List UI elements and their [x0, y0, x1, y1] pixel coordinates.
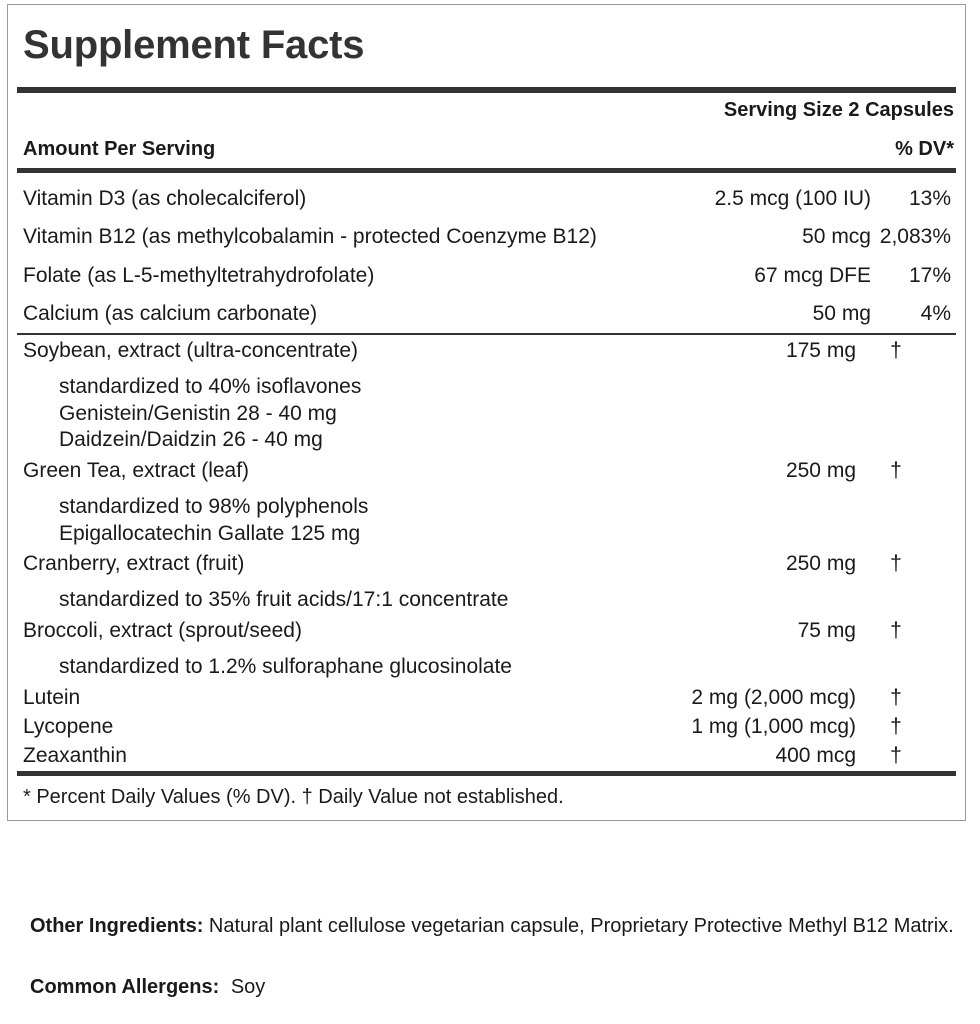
nutrient-row: Soybean, extract (ultra-concentrate) 175 …: [17, 337, 956, 366]
nutrient-name: Zeaxanthin: [23, 744, 127, 768]
nutrient-subline: Genistein/Genistin 28 - 40 mg: [59, 401, 337, 425]
nutrient-name: Broccoli, extract (sprout/seed): [23, 618, 302, 642]
nutrient-name: Calcium (as calcium carbonate): [23, 301, 318, 325]
other-ingredients-text: Natural plant cellulose vegetarian capsu…: [208, 915, 954, 937]
daily-value-dagger: †: [890, 744, 902, 768]
nutrient-name: Lutein: [23, 685, 81, 709]
nutrient-daily-value: 2,083%: [879, 225, 951, 249]
daily-value-dagger: †: [890, 714, 902, 738]
common-allergens-label: Common Allergens:: [30, 976, 220, 998]
nutrient-daily-value: 17%: [908, 263, 951, 287]
daily-value-dagger: †: [890, 339, 902, 363]
vitamins-section: Vitamin D3 (as cholecalciferol) 2.5 mcg (…: [17, 173, 956, 333]
supplement-facts-panel: Supplement Facts Serving Size 2 Capsules…: [7, 4, 966, 822]
common-allergens-value: Soy: [230, 976, 266, 998]
nutrient-name: Cranberry, extract (fruit): [23, 552, 245, 576]
nutrient-amount: 75 mg: [797, 618, 856, 642]
daily-value-dagger: †: [890, 685, 902, 709]
serving-size-text: Serving Size 2 Capsules: [723, 99, 954, 121]
nutrient-name: Lycopene: [23, 714, 114, 738]
daily-value-dagger: †: [890, 458, 902, 482]
nutrient-row: Lycopene 1 mg (1,000 mcg) †: [17, 713, 956, 742]
nutrient-name: Vitamin D3 (as cholecalciferol): [23, 187, 307, 210]
botanicals-section: Soybean, extract (ultra-concentrate) 175 …: [17, 335, 956, 771]
nutrient-name: Vitamin B12 (as methylcobalamin - protec…: [23, 225, 597, 249]
nutrient-amount: 67 mcg DFE: [754, 263, 871, 287]
daily-value-header: % DV*: [895, 138, 954, 160]
nutrient-amount: 250 mg: [785, 458, 856, 482]
nutrient-row: Green Tea, extract (leaf) 250 mg †: [17, 457, 956, 486]
amount-per-serving-header: Amount Per Serving: [23, 138, 216, 160]
nutrient-daily-value: 4%: [920, 301, 951, 325]
header-rule: [17, 168, 956, 173]
nutrient-amount: 400 mcg: [775, 744, 856, 768]
common-allergens: Common Allergens: Soy: [30, 943, 960, 1004]
other-ingredients: Other Ingredients: Natural plant cellulo…: [30, 910, 960, 943]
section-divider-rule: [17, 333, 956, 336]
nutrient-amount: 50 mg: [812, 301, 871, 325]
nutrient-subline: Epigallocatechin Gallate 125 mg: [59, 521, 361, 545]
nutrient-name: Folate (as L-5-methyltetrahydrofolate): [23, 263, 375, 287]
nutrient-subline: standardized to 35% fruit acids/17:1 con…: [59, 588, 509, 612]
nutrient-subline: Daidzein/Daidzin 26 - 40 mg: [59, 428, 323, 452]
daily-value-dagger: †: [890, 618, 902, 642]
daily-value-dagger: †: [890, 552, 902, 576]
nutrient-row: Cranberry, extract (fruit) 250 mg †: [17, 550, 956, 579]
nutrient-amount: 50 mcg: [802, 225, 871, 249]
footnote-text: * Percent Daily Values (% DV). † Daily V…: [23, 786, 564, 809]
nutrient-subline: standardized to 40% isoflavones: [59, 375, 362, 399]
nutrient-row: Lutein 2 mg (2,000 mcg) †: [17, 684, 956, 713]
nutrient-row: Zeaxanthin 400 mcg †: [17, 742, 956, 771]
nutrient-row: Folate (as L-5-methyltetrahydrofolate) 67…: [17, 262, 956, 300]
footnote-rule: [17, 771, 956, 777]
nutrient-amount: 250 mg: [785, 552, 856, 576]
nutrient-amount: 2 mg (2,000 mcg): [691, 685, 856, 709]
nutrient-name: Green Tea, extract (leaf): [23, 458, 250, 482]
nutrient-row: Vitamin B12 (as methylcobalamin - protec…: [17, 223, 956, 261]
page-title: Supplement Facts: [23, 23, 365, 67]
nutrient-row: Calcium (as calcium carbonate) 50 mg 4%: [17, 300, 956, 333]
nutrient-row: Broccoli, extract (sprout/seed) 75 mg †: [17, 617, 956, 646]
column-headers: Amount Per Serving % DV*: [17, 124, 956, 168]
nutrient-row: Vitamin D3 (as cholecalciferol) 2.5 mcg (…: [17, 185, 956, 223]
nutrient-subline: standardized to 1.2% sulforaphane glucos…: [59, 655, 512, 679]
nutrient-amount: 175 mg: [785, 339, 856, 363]
nutrient-subline: standardized to 98% polyphenols: [59, 495, 369, 519]
nutrient-daily-value: 13%: [908, 187, 951, 210]
title-rule: [17, 87, 956, 93]
nutrient-amount: 1 mg (1,000 mcg): [691, 714, 856, 738]
nutrient-name: Soybean, extract (ultra-concentrate): [23, 339, 358, 363]
below-panel-text: Other Ingredients: Natural plant cellulo…: [30, 910, 960, 1004]
nutrient-amount: 2.5 mcg (100 IU): [714, 187, 871, 210]
other-ingredients-label: Other Ingredients:: [30, 915, 204, 937]
